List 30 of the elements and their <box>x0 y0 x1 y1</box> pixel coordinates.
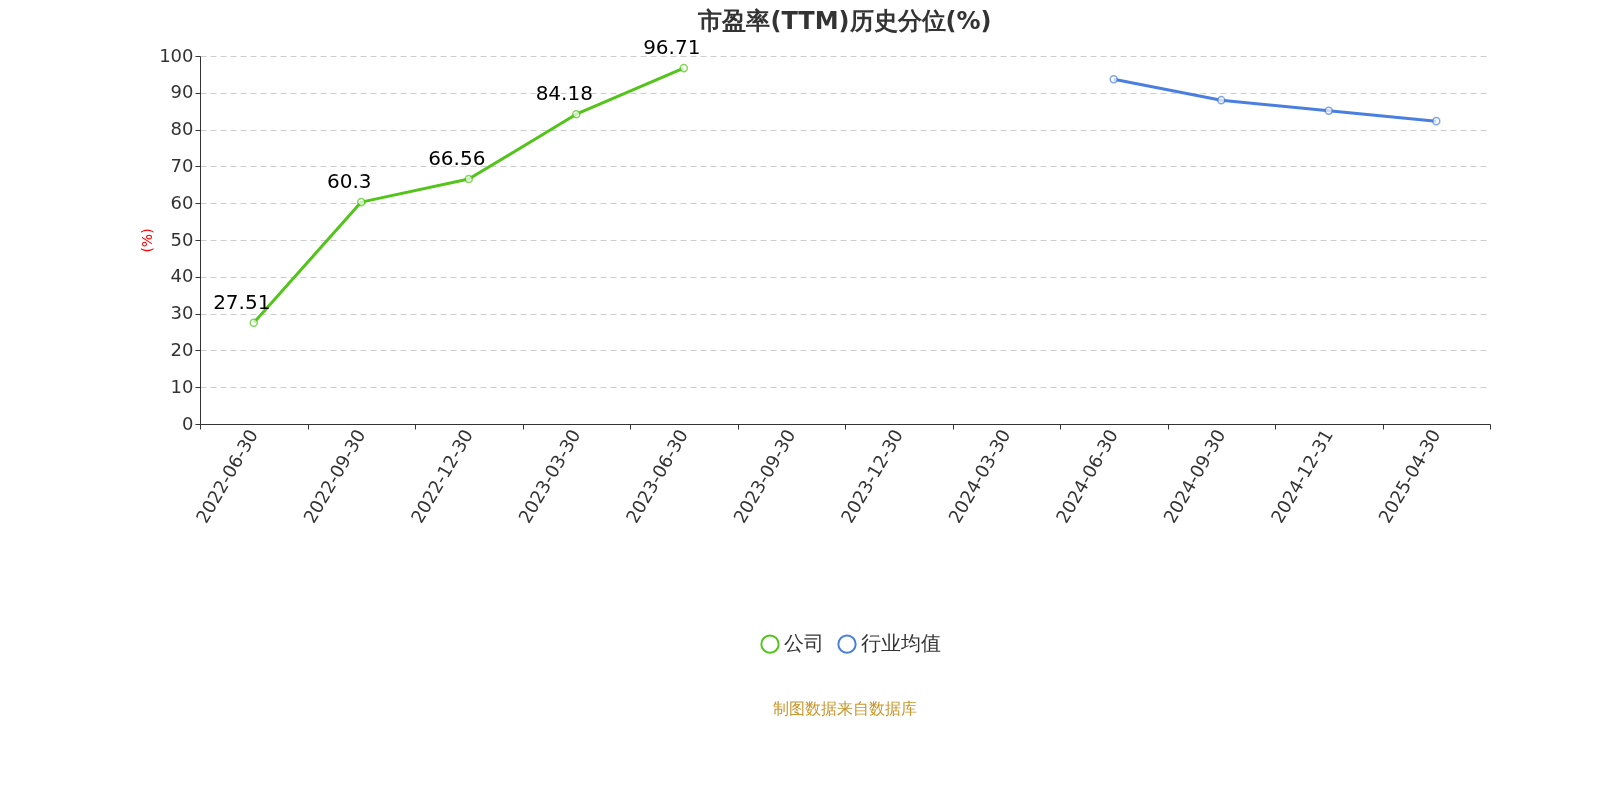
data-label: 60.3 <box>326 169 372 194</box>
y-tick-label: 70 <box>170 154 194 176</box>
data-label: 96.71 <box>643 35 701 60</box>
point <box>1324 106 1334 116</box>
y-tick-label: 30 <box>170 302 194 324</box>
y-tick-label: 40 <box>170 265 194 287</box>
y-tick-label: 90 <box>170 81 194 103</box>
chart-title: 市盈率(TTM)历史分位(%) <box>697 7 992 36</box>
y-tick-label: 20 <box>170 338 194 360</box>
point <box>1109 74 1119 84</box>
point <box>464 174 474 184</box>
point <box>1431 116 1441 126</box>
data-label: 84.18 <box>535 81 593 106</box>
y-tick-label: 100 <box>159 44 194 66</box>
y-tick-label: 0 <box>182 412 194 434</box>
legend-label: 行业均值 <box>861 631 941 656</box>
point <box>571 109 581 119</box>
y-tick-label: 10 <box>170 375 194 397</box>
point <box>356 197 366 207</box>
y-tick-label: 80 <box>170 118 194 140</box>
text: 制图数据来自数据库 <box>773 699 917 718</box>
y-tick-label: 60 <box>170 191 194 213</box>
point <box>249 318 259 328</box>
point <box>1216 95 1226 105</box>
y-tick-label: 50 <box>170 228 194 250</box>
data-label: 66.56 <box>428 146 486 171</box>
legend-label: 公司 <box>784 631 824 656</box>
point <box>679 63 689 73</box>
data-label: 27.51 <box>213 289 271 314</box>
y-axis-title: (%) <box>139 228 156 253</box>
